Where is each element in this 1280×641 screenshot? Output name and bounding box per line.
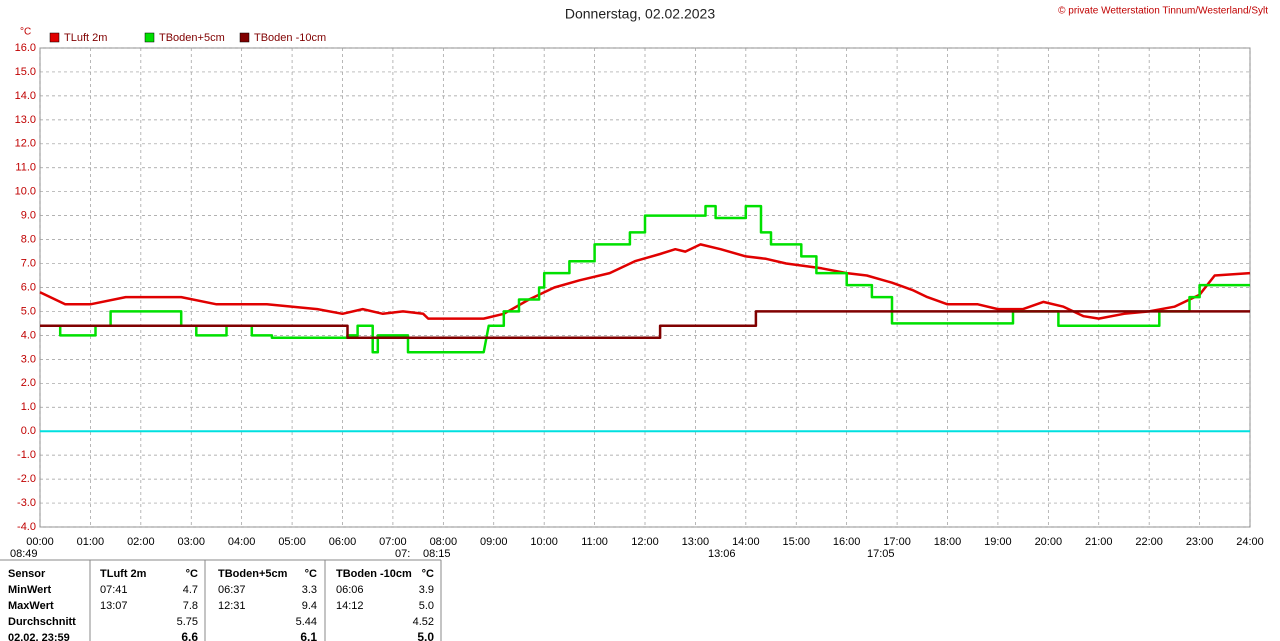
y-tick-label: -4.0	[17, 521, 36, 533]
y-tick-label: 16.0	[15, 42, 36, 54]
y-tick-label: 7.0	[21, 257, 36, 269]
x-tick-label: 15:00	[782, 536, 810, 548]
table-cell: 4.52	[413, 616, 434, 628]
x-tick-label: 07:00	[379, 536, 407, 548]
legend-swatch	[49, 32, 60, 43]
sun-label: 13:06	[708, 548, 736, 560]
table-header: TBoden -10cm	[336, 568, 412, 580]
table-cell: 12:31	[218, 600, 246, 612]
x-tick-label: 16:00	[833, 536, 861, 548]
x-tick-label: 10:00	[530, 536, 558, 548]
line-series	[40, 310, 1250, 340]
y-tick-label: 9.0	[21, 210, 36, 222]
x-tick-label: 05:00	[278, 536, 306, 548]
copyright: © private Wetterstation Tinnum/Westerlan…	[1058, 6, 1268, 17]
table-cell: 7.8	[183, 600, 198, 612]
table-header: Sensor	[8, 568, 46, 580]
legend-swatch	[239, 32, 250, 43]
sun-label: 08:15	[423, 548, 451, 560]
y-tick-label: 3.0	[21, 353, 36, 365]
y-tick-label: 11.0	[15, 162, 36, 174]
y-tick-label: 0.0	[21, 425, 36, 437]
table-header: TBoden+5cm	[218, 568, 288, 580]
x-tick-label: 14:00	[732, 536, 760, 548]
x-tick-label: 19:00	[984, 536, 1012, 548]
table-cell: 3.3	[302, 584, 317, 596]
table-cell: MaxWert	[8, 600, 54, 612]
y-tick-label: -3.0	[17, 497, 36, 509]
legend-label: TLuft 2m	[64, 32, 107, 44]
table-cell: 14:12	[336, 600, 364, 612]
y-tick-label: -1.0	[17, 449, 36, 461]
sun-label: 07:	[395, 548, 410, 560]
x-tick-label: 09:00	[480, 536, 508, 548]
table-cell: 3.9	[419, 584, 434, 596]
legend-label: TBoden -10cm	[254, 32, 326, 44]
table-cell: 5.75	[177, 616, 198, 628]
y-tick-label: 8.0	[21, 234, 36, 246]
y-tick-label: 15.0	[15, 66, 36, 78]
y-tick-label: 13.0	[15, 114, 36, 126]
x-tick-label: 03:00	[177, 536, 205, 548]
table-cell: 5.0	[417, 630, 434, 641]
x-tick-label: 01:00	[77, 536, 105, 548]
x-tick-label: 22:00	[1135, 536, 1163, 548]
y-tick-label: 1.0	[21, 401, 36, 413]
x-tick-label: 04:00	[228, 536, 256, 548]
y-tick-label: -2.0	[17, 473, 36, 485]
legend-swatch	[144, 32, 155, 43]
table-cell: 6.6	[181, 630, 198, 641]
table-cell: 02.02. 23:59	[8, 632, 70, 641]
x-tick-label: 11:00	[581, 536, 608, 548]
sun-label: 08:49	[10, 548, 38, 560]
x-tick-label: 02:00	[127, 536, 155, 548]
x-tick-label: 23:00	[1186, 536, 1214, 548]
chart-title: Donnerstag, 02.02.2023	[565, 6, 715, 22]
x-tick-label: 12:00	[631, 536, 659, 548]
y-unit: °C	[20, 27, 31, 38]
line-series	[39, 243, 1251, 320]
sun-label: 17:05	[867, 548, 895, 560]
y-tick-label: 10.0	[15, 186, 36, 198]
y-tick-label: 12.0	[15, 138, 36, 150]
table-cell: 13:07	[100, 600, 128, 612]
table-cell: 06:37	[218, 584, 246, 596]
x-tick-label: 18:00	[934, 536, 962, 548]
table-cell: 4.7	[183, 584, 198, 596]
x-tick-label: 08:00	[430, 536, 458, 548]
legend-label: TBoden+5cm	[159, 32, 225, 44]
table-header: TLuft 2m	[100, 568, 147, 580]
x-tick-label: 06:00	[329, 536, 357, 548]
y-tick-label: 14.0	[15, 90, 36, 102]
y-tick-label: 4.0	[21, 329, 36, 341]
x-tick-label: 24:00	[1236, 536, 1264, 548]
table-cell: 06:06	[336, 584, 364, 596]
table-cell: 6.1	[300, 630, 317, 641]
y-tick-label: 6.0	[21, 281, 36, 293]
table-cell: 5.0	[419, 600, 434, 612]
table-cell: 9.4	[302, 600, 317, 612]
x-tick-label: 20:00	[1035, 536, 1063, 548]
table-header: °C	[422, 568, 434, 580]
y-tick-label: 5.0	[21, 305, 36, 317]
x-tick-label: 21:00	[1085, 536, 1113, 548]
table-cell: 5.44	[296, 616, 317, 628]
table-header: °C	[186, 568, 198, 580]
table-cell: Durchschnitt	[8, 616, 76, 628]
table-cell: 07:41	[100, 584, 128, 596]
table-header: °C	[305, 568, 317, 580]
x-tick-label: 17:00	[883, 536, 911, 548]
x-tick-label: 13:00	[682, 536, 710, 548]
y-tick-label: 2.0	[21, 377, 36, 389]
x-tick-label: 00:00	[26, 536, 54, 548]
table-cell: MinWert	[8, 584, 52, 596]
